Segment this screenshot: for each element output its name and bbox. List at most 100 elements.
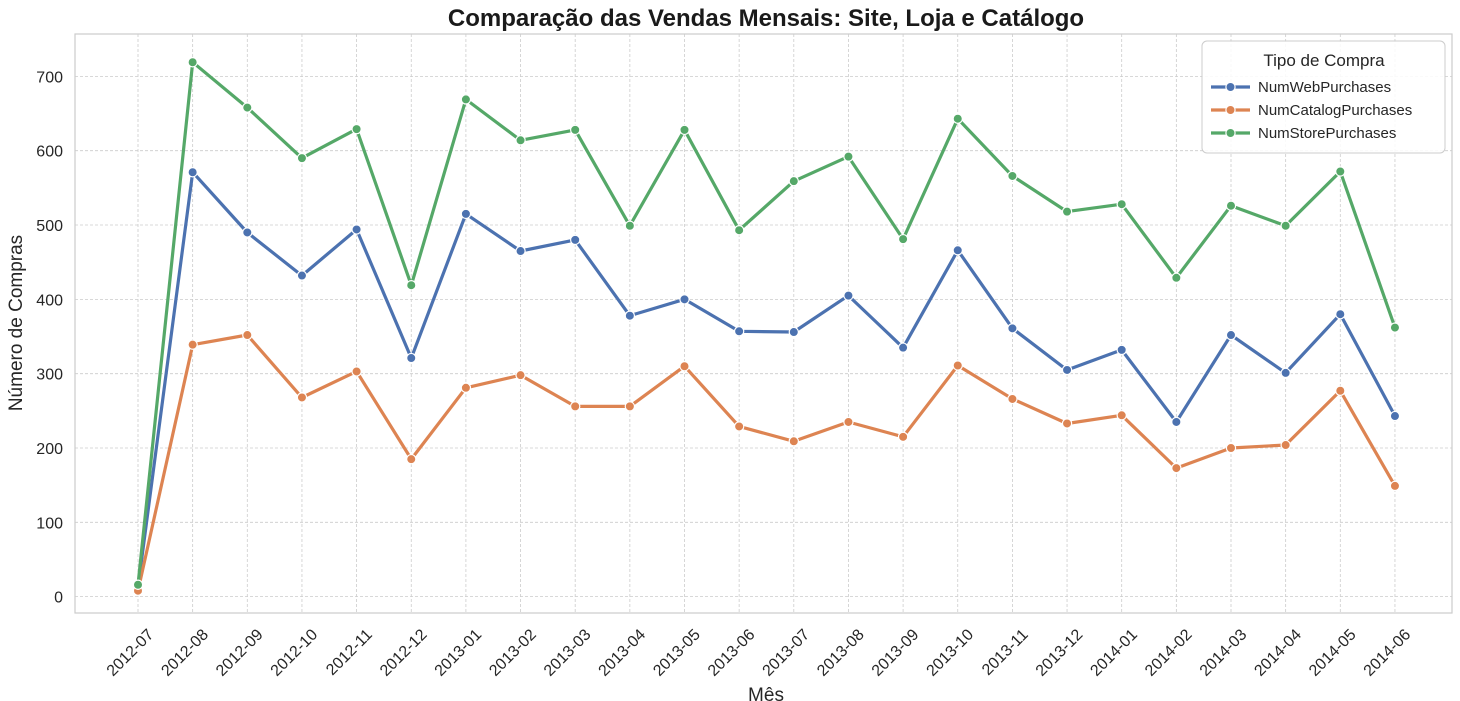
data-point <box>624 401 636 412</box>
data-point <box>1116 199 1127 210</box>
data-point <box>733 225 745 236</box>
data-point <box>952 113 963 124</box>
data-point <box>624 310 636 321</box>
data-point <box>1007 170 1018 182</box>
series-line <box>136 60 1397 587</box>
data-point <box>132 579 144 590</box>
data-point <box>570 401 581 412</box>
legend-swatch-marker <box>1225 104 1236 116</box>
data-point <box>242 329 253 341</box>
data-point <box>296 392 308 403</box>
data-point <box>1335 166 1346 177</box>
x-tick-label: 2012-10 <box>268 626 322 680</box>
x-tick-label: 2012-08 <box>158 626 212 680</box>
legend-items: NumWebPurchases NumCatalogPurchases NumSto… <box>1211 79 1412 142</box>
data-point <box>1225 200 1237 211</box>
data-point <box>897 233 909 245</box>
legend-item: NumStorePurchases <box>1211 125 1396 142</box>
x-tick-label: 2013-07 <box>760 626 814 680</box>
data-point <box>733 421 745 432</box>
data-point <box>406 453 417 465</box>
data-point <box>1280 367 1291 379</box>
data-point <box>242 227 253 238</box>
data-point <box>515 245 526 257</box>
data-point <box>788 326 800 338</box>
plot-frame <box>74 33 1453 614</box>
data-point <box>679 124 690 136</box>
data-point <box>351 224 362 235</box>
x-tick-label: 2012-07 <box>104 626 158 680</box>
data-point <box>1389 410 1401 422</box>
data-point <box>952 245 963 256</box>
data-point <box>1171 416 1182 428</box>
y-axis-ticks: 0 100 200 300 400 500 600 700 <box>36 69 63 606</box>
data-point <box>679 294 690 305</box>
legend-title: Tipo de Compra <box>1263 51 1385 70</box>
data-point <box>1225 442 1237 454</box>
data-point <box>788 436 800 447</box>
x-tick-label: 2013-03 <box>541 626 595 680</box>
data-point <box>1389 322 1401 333</box>
series-line <box>136 333 1397 593</box>
data-point <box>515 135 526 146</box>
data-point <box>843 151 854 162</box>
data-point <box>351 123 362 135</box>
data-point <box>187 339 198 350</box>
data-point <box>1335 385 1346 396</box>
data-point <box>1116 344 1127 356</box>
data-point <box>624 220 636 231</box>
data-point <box>1171 462 1182 474</box>
data-point <box>733 326 745 337</box>
x-tick-label: 2012-11 <box>323 626 376 679</box>
x-tick-label: 2013-06 <box>705 626 759 680</box>
data-point <box>187 167 198 178</box>
x-tick-label: 2013-09 <box>869 626 923 680</box>
y-tick-label: 400 <box>36 292 63 309</box>
legend-swatch-marker <box>1225 127 1236 139</box>
data-point <box>460 382 472 393</box>
data-point <box>460 208 472 220</box>
data-point <box>570 124 581 136</box>
chart-title: Comparação das Vendas Mensais: Site, Loj… <box>448 5 1084 32</box>
data-point <box>187 57 198 68</box>
data-point <box>1061 418 1073 429</box>
data-point <box>515 369 526 381</box>
data-point <box>351 366 362 377</box>
y-tick-label: 0 <box>54 590 63 607</box>
data-point <box>296 152 308 164</box>
y-tick-label: 700 <box>36 69 63 86</box>
x-axis-ticks: 2012-07 2012-08 2012-09 2012-10 2012-11 2012-… <box>104 626 1415 680</box>
data-point <box>679 361 690 372</box>
x-tick-label: 2013-02 <box>486 626 540 680</box>
y-tick-label: 600 <box>36 144 63 161</box>
x-tick-label: 2014-02 <box>1142 626 1196 680</box>
legend-label: NumStorePurchases <box>1258 125 1396 142</box>
data-point <box>788 175 800 187</box>
x-tick-label: 2013-11 <box>979 626 1032 679</box>
data-point <box>1389 480 1401 492</box>
data-point <box>406 280 417 291</box>
data-point <box>897 342 909 353</box>
legend-swatch-marker <box>1225 81 1236 93</box>
data-point <box>1280 439 1291 451</box>
x-tick-label: 2014-06 <box>1361 626 1415 680</box>
legend: Tipo de Compra NumWebPurchases NumCatalog… <box>1201 40 1446 154</box>
legend-box <box>1201 40 1446 154</box>
series-line <box>136 170 1397 589</box>
x-tick-label: 2014-03 <box>1197 626 1251 680</box>
x-tick-label: 2014-05 <box>1306 626 1360 680</box>
x-tick-label: 2013-04 <box>596 626 650 680</box>
data-point <box>1335 309 1346 320</box>
data-point <box>1280 220 1291 231</box>
x-tick-label: 2013-05 <box>650 626 704 680</box>
x-tick-label: 2014-04 <box>1251 626 1305 680</box>
data-point <box>843 416 854 428</box>
data-point <box>406 352 417 364</box>
y-tick-label: 500 <box>36 218 63 235</box>
data-point <box>1061 206 1073 217</box>
data-point <box>1007 393 1018 405</box>
series-NumCatalogPurchases <box>132 329 1401 596</box>
data-point <box>1116 410 1127 421</box>
data-point <box>1171 272 1182 283</box>
